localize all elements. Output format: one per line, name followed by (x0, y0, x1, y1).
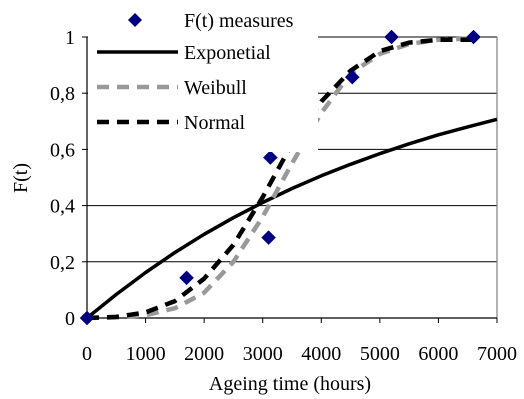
legend-label: Weibull (184, 77, 247, 99)
legend-background (88, 2, 318, 152)
axes (82, 36, 498, 323)
x-tick-label: 0 (82, 343, 92, 365)
x-tick-label: 6000 (418, 343, 458, 365)
y-tick-label: 1 (65, 27, 75, 49)
measure-point (179, 270, 194, 286)
series-lines (85, 36, 498, 321)
x-tick-label: 1000 (126, 343, 166, 365)
x-tick-label: 4000 (301, 343, 341, 365)
measure-point (262, 150, 278, 165)
x-tick-label: 7000 (477, 343, 517, 365)
measure-point (79, 310, 95, 326)
measure-point (261, 230, 276, 245)
legend-swatch-measures (128, 13, 142, 27)
measure-point (344, 69, 360, 85)
y-tick-label: 0,4 (50, 196, 75, 218)
legend-label: F(t) measures (184, 10, 294, 32)
y-tick-label: 0,2 (50, 252, 75, 274)
legend-label: Normal (184, 112, 246, 134)
legend-label: Exponetial (184, 42, 271, 64)
y-tick-label: 0,8 (50, 83, 75, 105)
x-tick-label: 3000 (243, 343, 283, 365)
x-axis-label: Ageing time (hours) (209, 373, 371, 395)
y-axis-label: F(t) (10, 163, 32, 193)
y-tick-label: 0 (65, 308, 75, 330)
x-tick-label: 2000 (184, 343, 224, 365)
x-tick-label: 5000 (360, 343, 400, 365)
measure-point (384, 29, 399, 45)
y-tick-label: 0,6 (50, 139, 75, 161)
tick-labels: 0 0,2 0,4 0,6 0,8 1 0 1000 2000 3000 4000 5000 6000 7… (50, 27, 517, 365)
legend: F(t) measures Exponetial Weibull Normal (88, 2, 318, 152)
measure-point (466, 29, 481, 45)
series-line-exponetial (85, 117, 498, 320)
series-line-normal (86, 37, 474, 321)
